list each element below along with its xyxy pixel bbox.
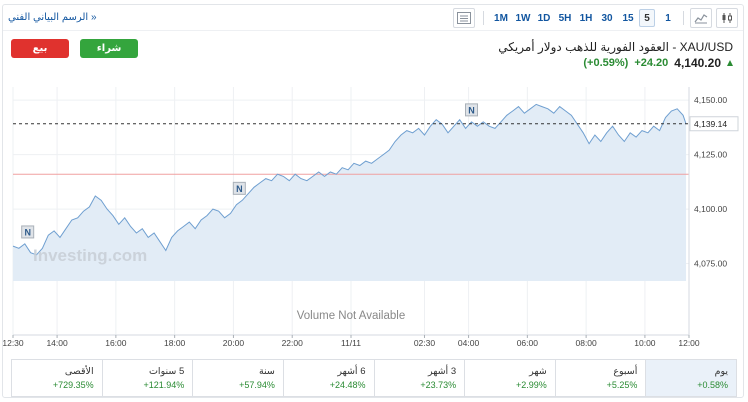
timeframe-1w[interactable]: 1W [515, 12, 531, 24]
x-tick-label: 16:00 [105, 338, 127, 348]
period-label: أسبوع [613, 366, 638, 377]
period-value: +23.73% [420, 380, 457, 390]
period-cell[interactable]: سنة +57.94% [193, 360, 284, 396]
y-tick-label: 4,150.00 [694, 95, 727, 105]
timeframe-5h[interactable]: 5H [558, 12, 572, 24]
x-tick-label: 14:00 [46, 338, 68, 348]
timeframe-1h[interactable]: 1H [579, 12, 593, 24]
period-cell[interactable]: 3 أشهر +23.73% [375, 360, 466, 396]
candlestick-chart-type-icon[interactable] [716, 8, 738, 28]
timeframe-1d[interactable]: 1D [537, 12, 551, 24]
x-tick-label: 22:00 [282, 338, 304, 348]
buy-button[interactable]: شراء [80, 39, 138, 58]
timeframe-5[interactable]: 5 [639, 9, 655, 27]
y-tick-label: 4,075.00 [694, 259, 727, 269]
period-cell[interactable]: الأقصى +729.35% [12, 360, 103, 396]
x-tick-label: 12:30 [3, 338, 24, 348]
news-marker-label: N [24, 227, 31, 237]
toolbar-divider [683, 11, 684, 25]
period-cell[interactable]: 5 سنوات +121.94% [103, 360, 194, 396]
x-tick-label: 12:00 [678, 338, 700, 348]
period-value: +24.48% [329, 380, 366, 390]
period-value: +57.94% [239, 380, 275, 390]
last-price: 4,140.20 [674, 56, 721, 70]
period-label: 5 سنوات [148, 366, 185, 377]
chart-widget: الرسم البياني الفني » 1M 1W 1D 5H 1H 30 … [2, 4, 744, 398]
toolbar-divider [483, 11, 484, 25]
current-price-box [689, 116, 739, 132]
current-price-label: 4,139.14 [694, 119, 727, 129]
period-label: سنة [258, 366, 275, 377]
y-tick-label: 4,100.00 [694, 204, 727, 214]
up-arrow-icon [727, 60, 733, 66]
period-label: الأقصى [64, 366, 94, 377]
timeframe-15[interactable]: 15 [622, 12, 634, 24]
volume-note: Volume Not Available [297, 310, 405, 322]
period-value: +2.99% [515, 380, 547, 390]
period-value: +121.94% [143, 380, 185, 390]
period-value: +0.58% [697, 380, 728, 390]
period-label: 3 أشهر [427, 366, 457, 377]
x-tick-label: 10:00 [634, 338, 656, 348]
x-tick-label: 04:00 [458, 338, 480, 348]
news-marker-label: N [468, 105, 475, 115]
news-marker-label: N [236, 184, 243, 194]
x-tick-label: 11/11 [341, 338, 361, 348]
period-value: +5.25% [606, 380, 638, 390]
news-marker[interactable] [21, 225, 35, 239]
timeframe-30[interactable]: 30 [601, 12, 613, 24]
change-percent: (+0.59%) [583, 57, 629, 69]
chart-settings-icon[interactable] [453, 8, 475, 28]
timeframe-1m[interactable]: 1M [494, 12, 508, 24]
toolbar: الرسم البياني الفني » 1M 1W 1D 5H 1H 30 … [3, 5, 743, 31]
news-marker[interactable] [465, 103, 479, 117]
price-area-fill [13, 104, 687, 282]
timeframe-1[interactable]: 1 [665, 12, 671, 24]
price-line [12, 103, 687, 256]
period-cell[interactable]: يوم +0.58% [646, 360, 736, 396]
watermark-logo: Investing.com [33, 246, 147, 265]
performance-periods: الأقصى +729.35% 5 سنوات +121.94% سنة +57.94% 6… [11, 359, 737, 397]
period-label: شهر [529, 366, 547, 377]
technical-chart-link[interactable]: الرسم البياني الفني » [8, 12, 97, 23]
sell-button[interactable]: بيع [11, 39, 69, 58]
period-cell[interactable]: أسبوع +5.25% [556, 360, 647, 396]
x-tick-label: 02:30 [414, 338, 436, 348]
change-value: +24.20 [634, 57, 669, 69]
x-tick-label: 20:00 [223, 338, 245, 348]
news-marker[interactable] [232, 181, 246, 195]
period-label: يوم [714, 366, 728, 377]
x-tick-label: 18:00 [164, 338, 186, 348]
x-tick-label: 06:00 [517, 338, 539, 348]
period-value: +729.35% [52, 380, 94, 390]
y-tick-label: 4,125.00 [694, 150, 727, 160]
period-cell[interactable]: 6 أشهر +24.48% [284, 360, 375, 396]
price-chart[interactable]: Investing.comNNN4,150.004,125.004,100.00… [3, 5, 745, 355]
period-cell[interactable]: شهر +2.99% [465, 360, 556, 396]
period-label: 6 أشهر [337, 366, 366, 377]
x-tick-label: 08:00 [575, 338, 597, 348]
area-chart-type-icon[interactable] [690, 8, 712, 28]
instrument-title: XAU/USD - العقود الفورية للذهب دولار أمر… [498, 40, 733, 54]
price-row: (+0.59%) +24.20 4,140.20 [583, 56, 733, 70]
